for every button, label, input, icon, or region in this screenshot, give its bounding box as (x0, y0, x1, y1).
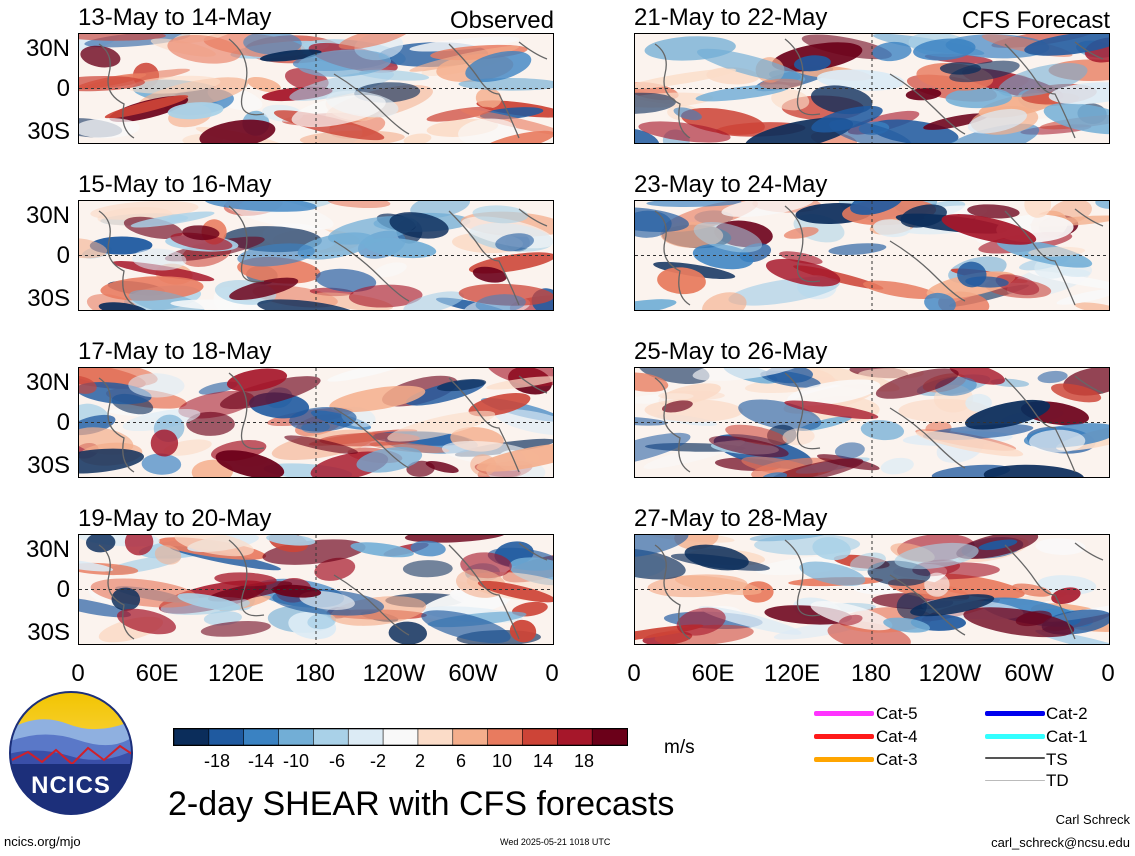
lon-tick-label: 0 (627, 660, 641, 687)
legend-label: Cat-5 (876, 704, 918, 723)
legend-swatch (985, 757, 1045, 759)
shear-map-panel (78, 33, 554, 144)
legend-label: Cat-1 (1046, 727, 1088, 746)
logo-text: NCICS (31, 772, 111, 799)
shear-map-panel (634, 534, 1110, 645)
panel-title: 19-May to 20-May (78, 505, 272, 532)
panel-title: 23-May to 24-May (634, 171, 828, 198)
lat-tick-label: 0 (56, 576, 70, 603)
lat-tick-label: 0 (56, 242, 70, 269)
legend-label: TS (1046, 750, 1068, 769)
shear-map-panel (634, 367, 1110, 478)
colorbar-tick-label: 14 (532, 751, 554, 771)
colorbar-tick-label: -18 (203, 751, 230, 771)
lat-tick-label: 30S (27, 452, 70, 479)
lon-tick-label: 60W (1004, 660, 1054, 687)
lon-tick-label: 0 (1101, 660, 1115, 687)
lon-tick-label: 180 (294, 660, 336, 687)
panel-title: 25-May to 26-May (634, 338, 828, 365)
panel-title: 17-May to 18-May (78, 338, 272, 365)
lon-tick-label: 60W (448, 660, 498, 687)
legend-label: Cat-2 (1046, 704, 1088, 723)
colorbar-tick-label: -2 (369, 751, 386, 771)
main-title: 2-day SHEAR with CFS forecasts (168, 785, 675, 823)
lon-tick-label: 120E (763, 660, 821, 687)
colorbar-tick-label: -6 (328, 751, 345, 771)
legend-label: TD (1046, 771, 1069, 790)
lat-tick-label: 30N (25, 202, 70, 229)
panel-title: 15-May to 16-May (78, 171, 272, 198)
legend-label: Cat-3 (876, 750, 918, 769)
site-url: ncics.org/mjo (4, 834, 81, 849)
lat-tick-label: 0 (56, 409, 70, 436)
lat-tick-label: 30N (25, 369, 70, 396)
shear-map-panel (78, 200, 554, 311)
timestamp: Wed 2025-05-21 1018 UTC (500, 837, 611, 847)
lat-tick-label: 0 (56, 75, 70, 102)
lon-tick-label: 120E (207, 660, 265, 687)
legend-swatch (814, 757, 874, 762)
observed-label: Observed (449, 7, 554, 34)
lon-tick-label: 120W (362, 660, 426, 687)
colorbar-tick-label: -14 (247, 751, 274, 771)
lat-tick-label: 30S (27, 118, 70, 145)
panel-title: 21-May to 22-May (634, 4, 828, 31)
forecast-label: CFS Forecast (961, 7, 1110, 34)
lat-tick-label: 30N (25, 35, 70, 62)
panel-title: 13-May to 14-May (78, 4, 272, 31)
lon-tick-label: 0 (545, 660, 559, 687)
colorbar-units: m/s (664, 737, 695, 758)
lon-tick-label: 60E (691, 660, 735, 687)
ncics-logo: NCICS (8, 690, 134, 816)
lon-tick-label: 60E (135, 660, 179, 687)
lon-tick-label: 0 (71, 660, 85, 687)
lon-tick-label: 120W (918, 660, 982, 687)
colorbar (173, 728, 628, 746)
lon-tick-label: 180 (850, 660, 892, 687)
colorbar-tick-label: 18 (573, 751, 595, 771)
lat-tick-label: 30S (27, 619, 70, 646)
colorbar-tick-label: 10 (491, 751, 513, 771)
colorbar-tick-label: -10 (282, 751, 309, 771)
colorbar-tick-label: 2 (414, 751, 425, 771)
shear-map-panel (634, 200, 1110, 311)
legend-swatch (985, 780, 1045, 781)
legend-label: Cat-4 (876, 727, 918, 746)
shear-map-panel (78, 534, 554, 645)
lat-tick-label: 30S (27, 285, 70, 312)
legend-swatch (814, 734, 874, 739)
author-email: carl_schreck@ncsu.edu (991, 835, 1130, 850)
lat-tick-label: 30N (25, 536, 70, 563)
shear-map-panel (78, 367, 554, 478)
author: Carl Schreck (1055, 812, 1130, 827)
colorbar-tick-label: 6 (455, 751, 466, 771)
panel-title: 27-May to 28-May (634, 505, 828, 532)
legend-swatch (814, 711, 874, 716)
legend-swatch (985, 734, 1045, 739)
legend-swatch (985, 711, 1045, 716)
shear-map-panel (634, 33, 1110, 144)
